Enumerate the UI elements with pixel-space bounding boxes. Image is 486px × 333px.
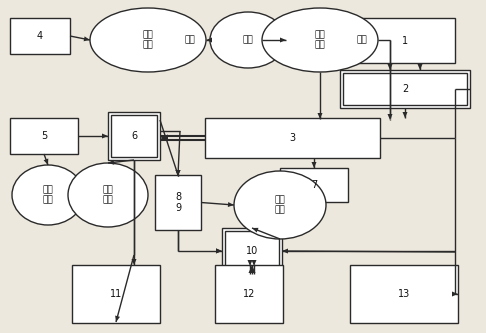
Polygon shape (160, 135, 168, 142)
Text: 延时: 延时 (243, 36, 253, 45)
Bar (72, 265, 160, 323)
Bar (10, 18, 70, 54)
Polygon shape (312, 162, 316, 168)
Text: 7: 7 (311, 180, 317, 190)
Polygon shape (84, 36, 90, 41)
Bar (350, 265, 458, 323)
Polygon shape (228, 202, 234, 207)
Polygon shape (280, 38, 286, 43)
Polygon shape (175, 170, 180, 176)
Bar (222, 228, 282, 274)
Ellipse shape (262, 8, 378, 72)
Text: 10: 10 (246, 246, 258, 256)
Text: 8
9: 8 9 (175, 192, 181, 213)
Ellipse shape (12, 165, 84, 225)
Text: 电压
建立: 电压 建立 (43, 185, 53, 205)
Text: 启动
停止: 启动 停止 (142, 30, 154, 50)
Polygon shape (115, 316, 120, 322)
Bar (340, 70, 470, 108)
Polygon shape (216, 248, 222, 253)
Polygon shape (247, 260, 253, 266)
Polygon shape (317, 113, 323, 119)
Polygon shape (402, 112, 407, 118)
Bar (205, 118, 380, 158)
Polygon shape (206, 38, 212, 43)
Text: 5: 5 (41, 131, 47, 141)
Polygon shape (248, 265, 256, 273)
Text: 切换
指令: 切换 指令 (275, 195, 285, 215)
Bar (111, 115, 157, 157)
Polygon shape (387, 64, 393, 70)
Text: 检测: 检测 (357, 36, 367, 45)
Polygon shape (216, 248, 222, 253)
Bar (108, 112, 160, 160)
Bar (343, 73, 467, 105)
Text: 3: 3 (290, 133, 295, 143)
Ellipse shape (68, 163, 148, 227)
Text: 1: 1 (402, 36, 408, 46)
Polygon shape (452, 291, 458, 296)
Polygon shape (44, 159, 48, 165)
Polygon shape (132, 259, 137, 265)
Text: 12: 12 (243, 289, 255, 299)
Polygon shape (175, 170, 180, 176)
Text: 6: 6 (131, 131, 137, 141)
Text: 11: 11 (110, 289, 122, 299)
Polygon shape (108, 160, 114, 165)
Bar (155, 175, 201, 230)
Bar (225, 231, 279, 271)
Ellipse shape (234, 171, 326, 239)
Text: 指令: 指令 (185, 36, 195, 45)
Text: 4: 4 (37, 31, 43, 41)
Bar (10, 118, 78, 154)
Text: 2: 2 (402, 84, 408, 94)
Ellipse shape (210, 12, 286, 68)
Polygon shape (282, 248, 288, 253)
Polygon shape (251, 260, 257, 266)
Polygon shape (102, 134, 108, 139)
Polygon shape (252, 228, 259, 232)
Polygon shape (417, 64, 422, 70)
Bar (280, 168, 348, 202)
Text: 停止
供电: 停止 供电 (314, 30, 325, 50)
Polygon shape (387, 114, 393, 120)
Text: 切换
指令: 切换 指令 (103, 185, 113, 205)
Bar (355, 18, 455, 63)
Bar (215, 265, 283, 323)
Text: 13: 13 (398, 289, 410, 299)
Ellipse shape (90, 8, 206, 72)
